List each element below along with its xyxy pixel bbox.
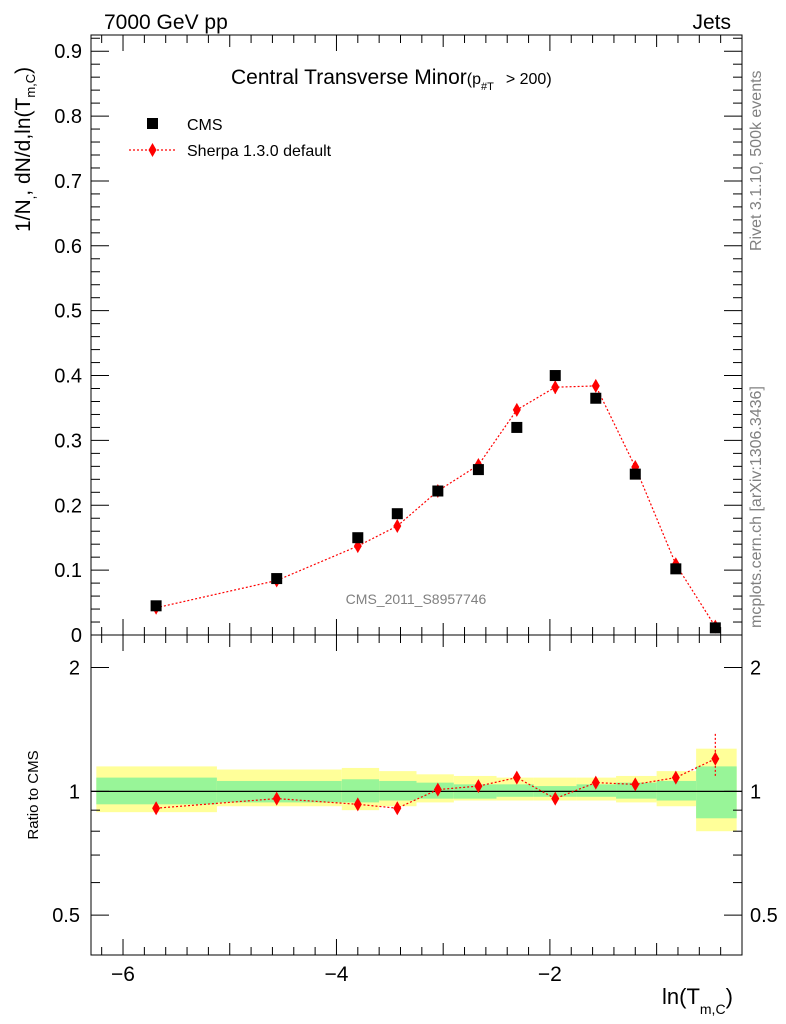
analysis-watermark: CMS_2011_S8957746 bbox=[346, 591, 487, 607]
y-tick-label-2: 0.2 bbox=[54, 495, 82, 517]
ratio-y-tick-label-left-0: 0.5 bbox=[52, 905, 80, 927]
y-tick-label-5: 0.5 bbox=[54, 301, 82, 323]
ratio-point-10 bbox=[671, 770, 680, 785]
ratio-point-2 bbox=[353, 797, 362, 812]
cms-point-2 bbox=[352, 532, 364, 544]
x-tick-label-2: −2 bbox=[538, 963, 562, 986]
legend-sherpa-marker bbox=[148, 143, 157, 157]
chart-title-cut-suffix: > 200) bbox=[506, 71, 552, 88]
ratio-point-8 bbox=[591, 775, 600, 790]
ratio-series bbox=[152, 733, 720, 816]
ratio-point-9 bbox=[631, 777, 640, 792]
ratio-point-1 bbox=[272, 791, 281, 806]
ratio-band-inner-3 bbox=[379, 780, 417, 801]
cms-point-5 bbox=[472, 464, 484, 476]
y-tick-label-0: 0 bbox=[71, 625, 82, 647]
ratio-point-7 bbox=[551, 791, 560, 806]
x-tick-label-1: −4 bbox=[324, 963, 348, 986]
cms-point-7 bbox=[549, 370, 561, 382]
x-axis-label-end: ) bbox=[726, 984, 733, 1009]
ratio-band-inner-11 bbox=[696, 766, 737, 819]
ratio-y-tick-label-right-2: 2 bbox=[750, 658, 761, 680]
mcplots-label: mcplots.cern.ch [arXiv:1306.3436] bbox=[748, 386, 765, 628]
ratio-point-5 bbox=[474, 779, 483, 794]
rivet-version-label: Rivet 3.1.10, 500k events bbox=[748, 70, 765, 251]
cms-point-0 bbox=[150, 600, 162, 612]
sherpa-point-7 bbox=[551, 380, 560, 395]
y-axis-label-mid: , dN/d,ln(T bbox=[12, 97, 35, 195]
sherpa-point-6 bbox=[512, 402, 521, 417]
legend: CMS Sherpa 1.3.0 default bbox=[129, 117, 332, 160]
process-label: Jets bbox=[692, 11, 731, 34]
legend-cms-label: CMS bbox=[187, 117, 223, 134]
sherpa-line bbox=[155, 385, 716, 627]
cms-point-8 bbox=[590, 392, 602, 404]
ratio-uncertainty-bands bbox=[91, 748, 742, 832]
cms-point-3 bbox=[391, 508, 403, 520]
y-tick-label-6: 0.6 bbox=[54, 236, 82, 258]
ratio-point-4 bbox=[433, 782, 442, 797]
energy-label: 7000 GeV pp bbox=[104, 11, 228, 34]
y-tick-label-4: 0.4 bbox=[54, 366, 82, 388]
y-axis-label-sub2: m,C bbox=[23, 74, 38, 98]
ratio-point-11 bbox=[711, 751, 720, 766]
ratio-y-tick-label-right-1: 1 bbox=[750, 781, 761, 803]
sherpa-point-8 bbox=[591, 378, 600, 393]
axes: −6 −4 −2 0 0.1 0.2 0.3 0.4 0.5 0.6 0.7 0.8 0.9 0.5 0.5… bbox=[52, 34, 778, 986]
ratio-band-inner-6 bbox=[496, 784, 534, 797]
y-tick-label-9: 0.9 bbox=[54, 41, 82, 63]
y-axis-label: 1/N,, dN/d,ln(Tm,C) bbox=[12, 67, 38, 232]
y-axis-label-main: 1/N bbox=[12, 199, 35, 232]
ratio-line bbox=[156, 758, 716, 809]
ratio-band-inner-10 bbox=[656, 780, 697, 801]
cms-point-6 bbox=[511, 421, 523, 433]
cms-point-4 bbox=[432, 485, 444, 497]
ratio-band-inner-9 bbox=[616, 782, 657, 799]
cms-point-11 bbox=[709, 622, 721, 634]
chart-title: Central Transverse Minor(p#T > 200) bbox=[231, 66, 552, 93]
chart-title-cut-prefix: (p bbox=[467, 71, 481, 88]
y-tick-label-3: 0.3 bbox=[54, 430, 82, 452]
sherpa-point-3 bbox=[393, 519, 402, 534]
x-axis-label-sub: m,C bbox=[700, 1001, 726, 1017]
ratio-point-0 bbox=[152, 801, 161, 816]
ratio-y-tick-label-right-0: 0.5 bbox=[750, 905, 778, 927]
y-tick-label-7: 0.7 bbox=[54, 171, 82, 193]
ratio-point-3 bbox=[393, 801, 402, 816]
legend-cms-marker bbox=[147, 118, 158, 129]
y-tick-label-8: 0.8 bbox=[54, 106, 82, 128]
ratio-panel-frame bbox=[90, 634, 743, 956]
legend-sherpa-label: Sherpa 1.3.0 default bbox=[187, 143, 332, 160]
chart-title-cut-sub: #T bbox=[481, 81, 494, 93]
y-axis-label-end: ) bbox=[12, 67, 35, 74]
cms-point-10 bbox=[670, 563, 682, 575]
ratio-band-inner-8 bbox=[576, 784, 617, 797]
ratio-y-tick-label-left-2: 2 bbox=[69, 658, 80, 680]
ratio-y-tick-label-left-1: 1 bbox=[69, 781, 80, 803]
ratio-y-axis-label: Ratio to CMS bbox=[25, 750, 42, 839]
x-axis-label: ln(Tm,C) bbox=[662, 984, 733, 1017]
x-tick-label-0: −6 bbox=[111, 963, 135, 986]
cms-point-1 bbox=[271, 573, 283, 585]
cms-point-9 bbox=[629, 468, 641, 480]
y-tick-label-1: 0.1 bbox=[54, 560, 82, 582]
cms-series bbox=[150, 370, 721, 634]
ratio-point-6 bbox=[512, 770, 521, 785]
x-axis-label-main: ln(T bbox=[662, 984, 700, 1009]
chart-title-main: Central Transverse Minor bbox=[231, 66, 467, 89]
y-axis-label-sub1: , bbox=[23, 196, 38, 200]
